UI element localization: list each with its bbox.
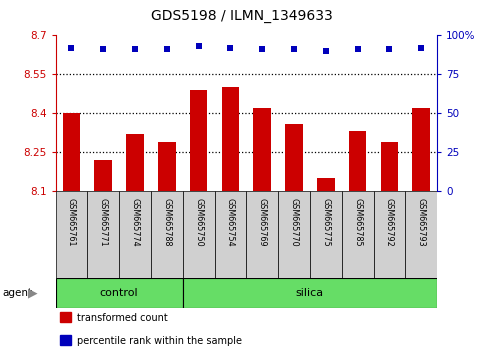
Point (258, 47, 266, 52)
Text: ▶: ▶ (28, 286, 38, 299)
Bar (119, 191, 151, 278)
Point (99, 47, 107, 52)
Text: agent: agent (2, 288, 32, 298)
Text: GSM665771: GSM665771 (99, 198, 108, 247)
Point (227, 45, 234, 51)
Text: transformed count: transformed count (77, 313, 168, 323)
Text: GSM665774: GSM665774 (130, 198, 140, 247)
Point (68, 45, 75, 51)
Bar (151, 191, 183, 278)
Bar (246, 191, 278, 278)
Text: GSM665769: GSM665769 (258, 198, 267, 247)
Text: GSM665793: GSM665793 (417, 198, 426, 247)
Bar (317, 178, 335, 191)
Bar (56, 191, 87, 278)
Point (354, 47, 361, 52)
Bar (373, 191, 405, 278)
Point (195, 44, 202, 49)
Point (417, 45, 425, 51)
Text: GSM665750: GSM665750 (194, 198, 203, 247)
Text: GSM665770: GSM665770 (289, 198, 298, 247)
Text: GSM665754: GSM665754 (226, 198, 235, 247)
Bar (63, 113, 80, 191)
Point (290, 47, 298, 52)
Bar (349, 131, 367, 191)
Bar (87, 191, 119, 278)
Bar (405, 191, 437, 278)
Bar (222, 87, 239, 191)
Bar (126, 134, 144, 191)
Bar (183, 191, 214, 278)
Text: GSM665792: GSM665792 (385, 198, 394, 247)
Point (131, 47, 139, 52)
Text: GSM665761: GSM665761 (67, 198, 76, 247)
Bar (183, 278, 437, 308)
Bar (190, 90, 207, 191)
Bar (412, 108, 430, 191)
Bar (342, 191, 373, 278)
Text: GSM665788: GSM665788 (162, 198, 171, 247)
Text: control: control (100, 288, 139, 298)
Bar (158, 142, 176, 191)
Point (385, 47, 393, 52)
Text: GSM665785: GSM665785 (353, 198, 362, 247)
Bar (310, 191, 342, 278)
Text: silica: silica (296, 288, 324, 298)
Bar (285, 124, 303, 191)
Text: percentile rank within the sample: percentile rank within the sample (77, 336, 242, 346)
Text: GDS5198 / ILMN_1349633: GDS5198 / ILMN_1349633 (151, 9, 332, 23)
Point (163, 47, 170, 52)
Point (322, 48, 330, 54)
Bar (381, 142, 398, 191)
Text: GSM665775: GSM665775 (321, 198, 330, 247)
Bar (214, 191, 246, 278)
Bar (278, 191, 310, 278)
Bar (56, 278, 183, 308)
Bar (254, 108, 271, 191)
Bar (95, 160, 112, 191)
